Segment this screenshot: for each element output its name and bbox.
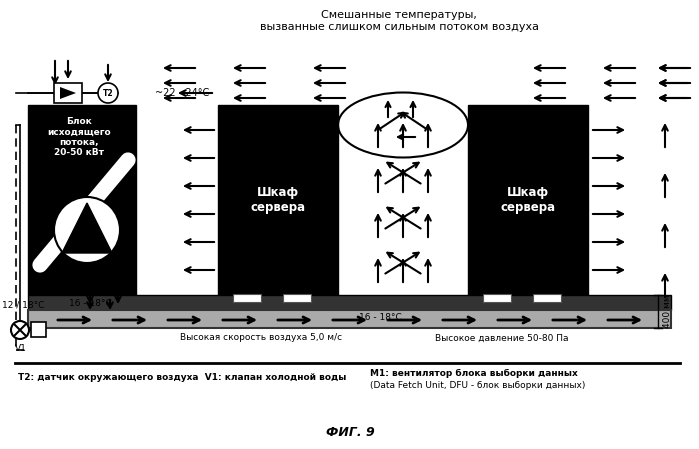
Text: 400 мм: 400 мм (663, 294, 672, 328)
Bar (31, 322, 46, 337)
Text: (Data Fetch Unit, DFU - блок выборки данных): (Data Fetch Unit, DFU - блок выборки дан… (370, 381, 585, 390)
Circle shape (11, 321, 29, 339)
Circle shape (54, 197, 120, 263)
Text: 16 - 18°C: 16 - 18°C (69, 299, 111, 308)
Text: Высокая скорость воздуха 5,0 м/с: Высокая скорость воздуха 5,0 м/с (180, 334, 342, 343)
Text: ~22 - 24°C: ~22 - 24°C (155, 88, 209, 98)
Bar (233, 294, 261, 302)
Polygon shape (62, 203, 112, 253)
Text: V1: V1 (15, 344, 27, 353)
Bar (533, 294, 561, 302)
Text: T2: T2 (103, 88, 113, 97)
Bar (28, 295, 671, 310)
Text: M1: вентилятор блока выборки данных: M1: вентилятор блока выборки данных (370, 369, 578, 378)
Bar (283, 294, 311, 302)
Text: M1: M1 (80, 216, 94, 224)
Polygon shape (60, 87, 76, 99)
Text: Блок
исходящего
потока,
20-50 кВт: Блок исходящего потока, 20-50 кВт (48, 117, 111, 157)
Bar (468, 105, 588, 295)
Text: T2: датчик окружающего воздуха  V1: клапан холодной воды: T2: датчик окружающего воздуха V1: клапа… (18, 373, 347, 382)
Bar (28, 105, 136, 295)
Text: вызванные слишком сильным потоком воздуха: вызванные слишком сильным потоком воздух… (259, 22, 538, 32)
Text: ФИГ. 9: ФИГ. 9 (326, 426, 375, 439)
Text: Шкаф
сервера: Шкаф сервера (500, 186, 556, 214)
Text: Шкаф
сервера: Шкаф сервера (250, 186, 305, 214)
Text: 100%: 100% (72, 233, 102, 243)
Bar (218, 105, 338, 295)
Text: 16 - 18°C: 16 - 18°C (359, 313, 401, 321)
Bar (54, 83, 82, 103)
Bar (483, 294, 511, 302)
Text: 12 / 18°C: 12 / 18°C (2, 300, 44, 309)
Text: Высокое давление 50-80 Па: Высокое давление 50-80 Па (435, 334, 568, 343)
Text: Смешанные температуры,: Смешанные температуры, (321, 10, 477, 20)
Circle shape (98, 83, 118, 103)
Bar (28, 310, 671, 328)
